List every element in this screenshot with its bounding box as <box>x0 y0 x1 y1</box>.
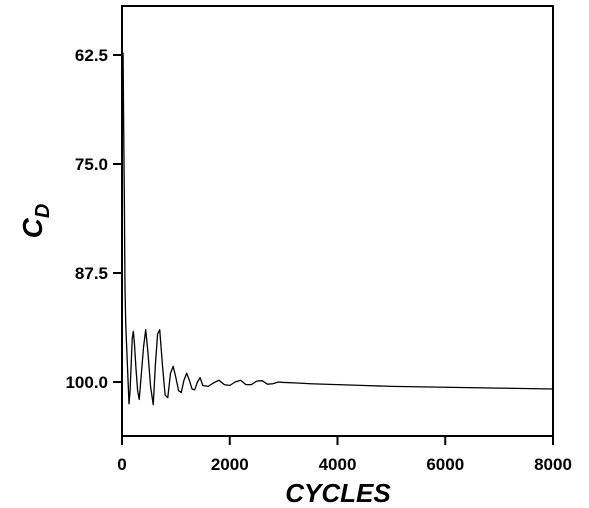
y-axis-label-sub: D <box>32 204 54 218</box>
y-tick-label: 75.0 <box>75 155 108 174</box>
x-tick-label: 0 <box>117 455 126 474</box>
y-tick-label: 62.5 <box>75 46 108 65</box>
x-tick-label: 6000 <box>426 455 464 474</box>
x-tick-label: 2000 <box>211 455 249 474</box>
x-tick-label: 8000 <box>534 455 572 474</box>
x-axis-ticks: 0 2000 4000 6000 8000 <box>117 436 572 474</box>
y-tick-label: 100.0 <box>65 373 108 392</box>
plot-frame <box>121 5 554 437</box>
y-axis-ticks: 62.5 75.0 87.5 100.0 <box>65 46 122 392</box>
y-axis-label-main: C <box>17 217 48 238</box>
series-line <box>121 52 554 406</box>
y-tick-label: 87.5 <box>75 264 108 283</box>
x-tick-label: 4000 <box>319 455 357 474</box>
y-axis-label: CD <box>17 204 54 239</box>
x-axis-label: CYCLES <box>285 478 391 508</box>
